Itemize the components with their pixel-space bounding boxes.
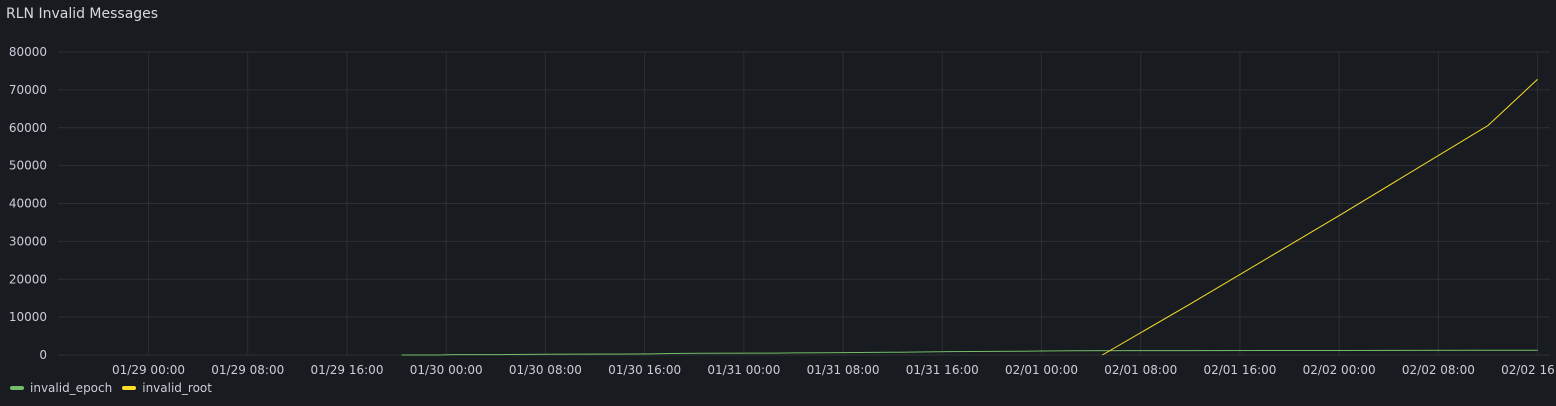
x-tick-label: 02/01 16:00	[1203, 363, 1276, 377]
x-tick-label: 01/31 00:00	[707, 363, 780, 377]
x-tick-label: 01/29 08:00	[211, 363, 284, 377]
x-tick-label: 01/31 16:00	[906, 363, 979, 377]
legend-swatch-invalid-epoch	[10, 386, 24, 390]
y-gridlines	[58, 51, 1550, 356]
series-lines	[401, 78, 1538, 356]
legend-item-invalid-root[interactable]: invalid_root	[122, 381, 212, 395]
legend-label-invalid-epoch: invalid_epoch	[30, 381, 113, 395]
y-tick-label: 20000	[9, 272, 47, 286]
x-tick-label: 02/02 00:00	[1303, 363, 1376, 377]
x-tick-label: 02/02 16:00	[1501, 363, 1556, 377]
x-tick-label: 01/30 00:00	[410, 363, 483, 377]
panel-title[interactable]: RLN Invalid Messages	[6, 6, 159, 22]
legend-label-invalid-root: invalid_root	[142, 381, 212, 395]
y-tick-label: 40000	[9, 197, 47, 211]
x-tick-label: 01/29 16:00	[310, 363, 383, 377]
y-axis-tick-labels: 0 10000 20000 30000 40000 50000 60000 70000 8000…	[9, 45, 47, 362]
x-tick-label: 01/31 08:00	[807, 363, 880, 377]
series-line-invalid-epoch[interactable]	[401, 349, 1538, 356]
legend: invalid_epoch invalid_root	[10, 381, 212, 395]
x-tick-label: 02/02 08:00	[1402, 363, 1475, 377]
legend-item-invalid-epoch[interactable]: invalid_epoch	[10, 381, 112, 395]
y-tick-label: 80000	[9, 45, 47, 59]
series-line-invalid-root[interactable]	[1102, 78, 1538, 356]
x-tick-label: 01/29 00:00	[112, 363, 185, 377]
y-tick-label: 50000	[9, 159, 47, 173]
y-tick-label: 10000	[9, 310, 47, 324]
x-gridlines	[148, 52, 1539, 355]
x-tick-label: 01/30 16:00	[608, 363, 681, 377]
y-tick-label: 0	[39, 348, 47, 362]
x-axis-tick-labels: 01/29 00:00 01/29 08:00 01/29 16:00 01/30 0…	[112, 363, 1556, 377]
y-tick-label: 70000	[9, 83, 47, 97]
x-tick-label: 01/30 08:00	[509, 363, 582, 377]
x-tick-label: 02/01 08:00	[1104, 363, 1177, 377]
legend-swatch-invalid-root	[122, 386, 137, 390]
x-tick-label: 02/01 00:00	[1005, 363, 1078, 377]
y-tick-label: 30000	[9, 234, 47, 248]
y-tick-label: 60000	[9, 121, 47, 135]
